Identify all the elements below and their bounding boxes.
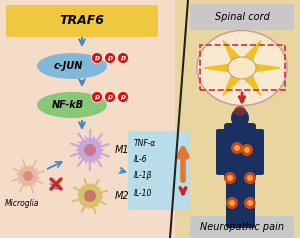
Text: p: p (107, 55, 112, 61)
Circle shape (23, 171, 33, 181)
Text: p: p (107, 94, 112, 100)
Ellipse shape (104, 91, 116, 103)
FancyBboxPatch shape (6, 5, 158, 37)
Text: p: p (121, 55, 125, 61)
Ellipse shape (92, 53, 103, 64)
Ellipse shape (231, 108, 249, 128)
Polygon shape (242, 40, 261, 68)
Text: p: p (121, 94, 125, 100)
FancyBboxPatch shape (240, 172, 255, 228)
Circle shape (247, 200, 253, 206)
Text: p: p (94, 55, 100, 61)
Text: M2: M2 (115, 191, 130, 201)
Ellipse shape (228, 57, 256, 79)
Circle shape (224, 172, 236, 184)
Ellipse shape (92, 91, 103, 103)
FancyBboxPatch shape (128, 131, 190, 210)
Bar (200, 45, 285, 90)
Ellipse shape (118, 53, 128, 64)
Circle shape (226, 197, 238, 209)
Circle shape (18, 166, 38, 186)
Text: IL-10: IL-10 (134, 188, 152, 198)
FancyBboxPatch shape (190, 4, 294, 30)
Polygon shape (242, 64, 280, 72)
FancyBboxPatch shape (190, 216, 294, 238)
Circle shape (84, 190, 96, 202)
Text: Neuropathic pain: Neuropathic pain (200, 222, 284, 232)
Circle shape (244, 197, 256, 209)
Circle shape (78, 184, 102, 208)
Text: TRAF6: TRAF6 (59, 15, 104, 28)
Circle shape (78, 138, 102, 162)
Circle shape (244, 172, 256, 184)
Text: c-JUN: c-JUN (53, 61, 83, 71)
Text: NF-kB: NF-kB (52, 100, 84, 110)
FancyBboxPatch shape (216, 129, 230, 175)
Text: TNF-α: TNF-α (134, 139, 156, 148)
Text: Microglia: Microglia (5, 198, 40, 208)
Polygon shape (223, 40, 242, 68)
Polygon shape (242, 68, 261, 96)
Ellipse shape (104, 53, 116, 64)
Text: IL-1β: IL-1β (134, 172, 152, 180)
Circle shape (241, 144, 253, 156)
Circle shape (229, 200, 235, 206)
Circle shape (227, 175, 233, 181)
Ellipse shape (197, 30, 287, 105)
FancyBboxPatch shape (226, 172, 241, 228)
Polygon shape (204, 64, 242, 72)
Bar (0, 0, 210, 238)
Circle shape (84, 144, 96, 156)
Text: M1: M1 (115, 145, 130, 155)
Circle shape (244, 147, 250, 153)
Ellipse shape (234, 106, 246, 116)
Circle shape (231, 142, 243, 154)
Polygon shape (223, 68, 242, 96)
FancyBboxPatch shape (250, 129, 264, 175)
Text: Spinal cord: Spinal cord (214, 12, 269, 22)
Circle shape (234, 145, 240, 151)
Text: IL-6: IL-6 (134, 155, 148, 164)
Ellipse shape (118, 91, 128, 103)
Ellipse shape (37, 92, 107, 118)
FancyBboxPatch shape (224, 123, 256, 181)
Text: p: p (94, 94, 100, 100)
Bar (175, 0, 300, 238)
Ellipse shape (37, 53, 107, 79)
Circle shape (247, 175, 253, 181)
